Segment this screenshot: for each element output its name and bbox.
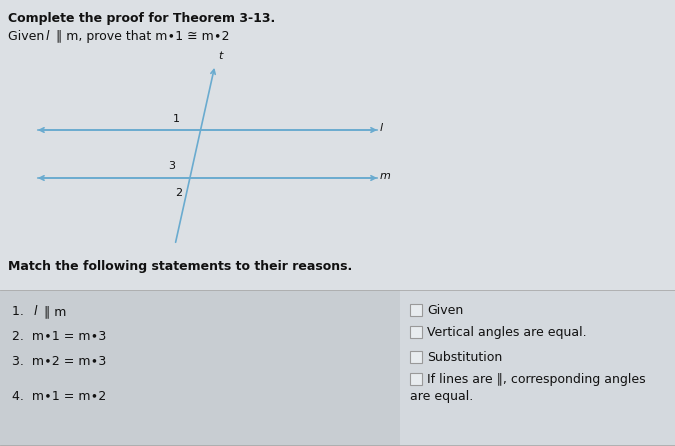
Text: Complete the proof for Theorem 3-13.: Complete the proof for Theorem 3-13. xyxy=(8,12,275,25)
Text: ∥ m: ∥ m xyxy=(40,305,66,318)
Text: are equal.: are equal. xyxy=(410,390,473,403)
Text: 1: 1 xyxy=(173,114,180,124)
Text: 3.  m∙2 = m∙3: 3. m∙2 = m∙3 xyxy=(12,355,106,368)
Text: Given: Given xyxy=(427,304,463,317)
Text: l: l xyxy=(34,305,38,318)
Bar xyxy=(410,326,422,338)
Bar xyxy=(0,0,675,290)
Text: l: l xyxy=(46,30,49,43)
Text: Substitution: Substitution xyxy=(427,351,502,364)
Text: Match the following statements to their reasons.: Match the following statements to their … xyxy=(8,260,352,273)
Text: Given: Given xyxy=(8,30,48,43)
Text: t: t xyxy=(218,51,222,61)
Text: l: l xyxy=(380,123,383,133)
Text: If lines are ∥, corresponding angles: If lines are ∥, corresponding angles xyxy=(427,373,645,386)
Bar xyxy=(410,373,422,385)
Text: m: m xyxy=(380,171,391,181)
Text: 2.  m∙1 = m∙3: 2. m∙1 = m∙3 xyxy=(12,330,106,343)
Text: Vertical angles are equal.: Vertical angles are equal. xyxy=(427,326,587,339)
Text: 2: 2 xyxy=(175,188,182,198)
Text: 1.: 1. xyxy=(12,305,32,318)
Text: 4.  m∙1 = m∙2: 4. m∙1 = m∙2 xyxy=(12,390,106,403)
Bar xyxy=(410,351,422,363)
Bar xyxy=(400,290,675,446)
Bar xyxy=(410,304,422,316)
Text: ∥ m, prove that m∙1 ≅ m∙2: ∥ m, prove that m∙1 ≅ m∙2 xyxy=(52,30,230,43)
Bar xyxy=(0,290,400,446)
Text: 3: 3 xyxy=(168,161,175,171)
